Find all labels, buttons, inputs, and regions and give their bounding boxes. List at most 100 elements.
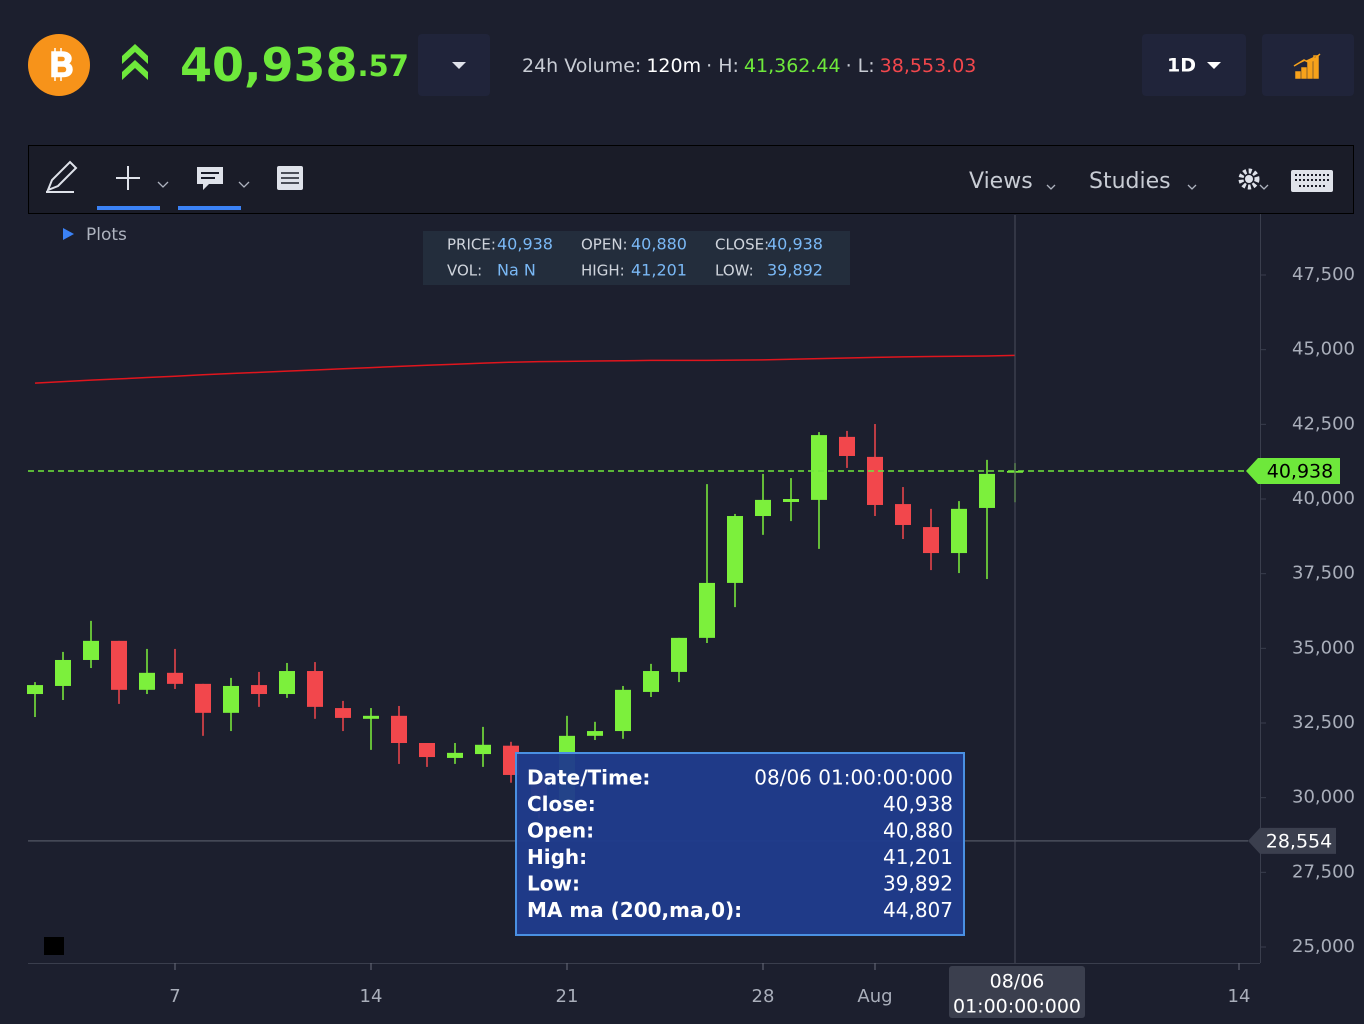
y-tick-label: 45,000 bbox=[1292, 339, 1355, 360]
info-value: 40,880 bbox=[631, 235, 687, 254]
draw-tool[interactable] bbox=[46, 160, 78, 193]
dropdown-caret bbox=[452, 62, 466, 69]
crosshair-x-label: 01:00:00:000 bbox=[953, 996, 1081, 1018]
info-label: LOW: bbox=[715, 262, 754, 280]
candle-body bbox=[727, 516, 743, 583]
crosshair-tool[interactable] bbox=[116, 166, 140, 190]
candle-body bbox=[335, 708, 351, 718]
interval-button[interactable] bbox=[1142, 34, 1246, 96]
candle-body bbox=[419, 743, 435, 758]
settings-core bbox=[1245, 175, 1253, 183]
candle-body bbox=[615, 689, 631, 732]
info-label: HIGH: bbox=[581, 262, 625, 280]
tooltip-label: Date/Time: bbox=[527, 766, 650, 790]
volume-value: 120m bbox=[646, 55, 701, 77]
interval-caret bbox=[1207, 62, 1221, 69]
tooltip-value: 41,201 bbox=[883, 845, 953, 869]
corner-square bbox=[44, 937, 64, 955]
candle-body bbox=[139, 672, 155, 690]
x-tick-label: 21 bbox=[556, 986, 579, 1007]
up-arrows bbox=[122, 44, 148, 80]
tooltip-label: MA ma (200,ma,0): bbox=[527, 898, 742, 922]
candle-body bbox=[223, 685, 239, 713]
x-tick-label: 14 bbox=[1228, 986, 1251, 1007]
y-tick-label: 42,500 bbox=[1292, 413, 1355, 434]
candle-body bbox=[279, 671, 295, 695]
x-tick-label: 7 bbox=[169, 986, 180, 1007]
tool-active bbox=[97, 206, 160, 210]
candle-body bbox=[111, 640, 127, 690]
tooltip-value: 39,892 bbox=[883, 872, 953, 896]
candle-body bbox=[643, 671, 659, 692]
last-price-tag bbox=[1246, 457, 1340, 484]
price-dropdown[interactable] bbox=[418, 34, 490, 96]
info-value: 39,892 bbox=[767, 261, 823, 280]
chevrons bbox=[157, 181, 1269, 190]
x-tick-label: 28 bbox=[752, 986, 775, 1007]
moving-average bbox=[34, 354, 1016, 384]
views-menu[interactable]: Views bbox=[969, 169, 1033, 194]
candle-body bbox=[923, 527, 939, 554]
info-value: 40,938 bbox=[497, 235, 553, 254]
candle-body bbox=[307, 671, 323, 707]
y-tick-label: 35,000 bbox=[1292, 637, 1355, 658]
high-value: 41,362.44 bbox=[744, 55, 841, 77]
crosshair-y-label: 28,554 bbox=[1266, 830, 1332, 852]
tooltip-value: 08/06 01:00:00:000 bbox=[754, 766, 953, 790]
low-value: 38,553.03 bbox=[880, 55, 977, 77]
candle-body bbox=[979, 473, 995, 508]
tooltip-label: High: bbox=[527, 845, 587, 869]
y-tick-label: 30,000 bbox=[1292, 787, 1355, 808]
candle-body bbox=[951, 508, 967, 554]
crosshair-x-label: 08/06 bbox=[990, 971, 1045, 993]
low-label: · L: bbox=[846, 55, 875, 77]
last-price-label: 40,938 bbox=[1267, 460, 1333, 482]
keyboard-keys bbox=[1295, 174, 1329, 187]
candle-body bbox=[699, 582, 715, 638]
info-label: OPEN: bbox=[581, 236, 628, 254]
info-value: 40,938 bbox=[767, 235, 823, 254]
interval: 1D bbox=[1167, 55, 1196, 77]
annotation-lines bbox=[201, 172, 219, 179]
tooltip-label: Close: bbox=[527, 792, 596, 816]
candle-body bbox=[251, 685, 267, 695]
candle-body bbox=[671, 637, 687, 672]
candle-body bbox=[755, 499, 771, 517]
tooltip-value: 40,880 bbox=[883, 819, 953, 843]
tooltip-value: 44,807 bbox=[883, 898, 953, 922]
tooltip-label: Open: bbox=[527, 819, 594, 843]
volume-label: 24h Volume: bbox=[522, 55, 641, 77]
plots-label[interactable]: Plots bbox=[86, 225, 127, 245]
candle-body bbox=[195, 683, 211, 713]
candle-body bbox=[167, 672, 183, 684]
toolbar bbox=[28, 145, 1354, 214]
list-lines bbox=[281, 172, 299, 184]
candle-body bbox=[27, 685, 43, 695]
candle-body bbox=[363, 715, 379, 719]
settings-icon[interactable] bbox=[1238, 168, 1260, 190]
tooltip-value: 40,938 bbox=[883, 792, 953, 816]
info-label: CLOSE: bbox=[715, 236, 769, 254]
info-label: PRICE: bbox=[447, 236, 496, 254]
plots-toggle[interactable] bbox=[63, 228, 74, 240]
candle-body bbox=[783, 498, 799, 502]
studies-menu[interactable]: Studies bbox=[1089, 169, 1171, 194]
chart-type-icon bbox=[1293, 53, 1321, 79]
y-tick-label: 25,000 bbox=[1292, 936, 1355, 957]
candle-body bbox=[83, 640, 99, 660]
crosshair-y-tag bbox=[1248, 827, 1336, 854]
candle-body bbox=[447, 752, 463, 758]
candle-body bbox=[587, 731, 603, 736]
crosshair-x-tag bbox=[949, 966, 1085, 1018]
info-value: 41,201 bbox=[631, 261, 687, 280]
tool-active bbox=[178, 206, 241, 210]
y-tick-label: 47,500 bbox=[1292, 264, 1355, 285]
candle-body bbox=[867, 456, 883, 505]
y-tick-label: 40,000 bbox=[1292, 488, 1355, 509]
candle-body bbox=[811, 435, 827, 500]
price: 40,938.57 bbox=[180, 38, 409, 92]
info-box bbox=[423, 231, 850, 285]
btc-glyph bbox=[51, 48, 73, 81]
